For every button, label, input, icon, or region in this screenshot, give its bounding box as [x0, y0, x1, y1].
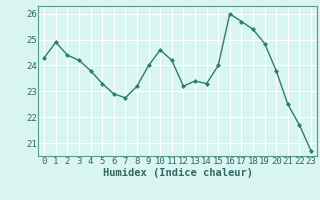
X-axis label: Humidex (Indice chaleur): Humidex (Indice chaleur)	[103, 168, 252, 178]
